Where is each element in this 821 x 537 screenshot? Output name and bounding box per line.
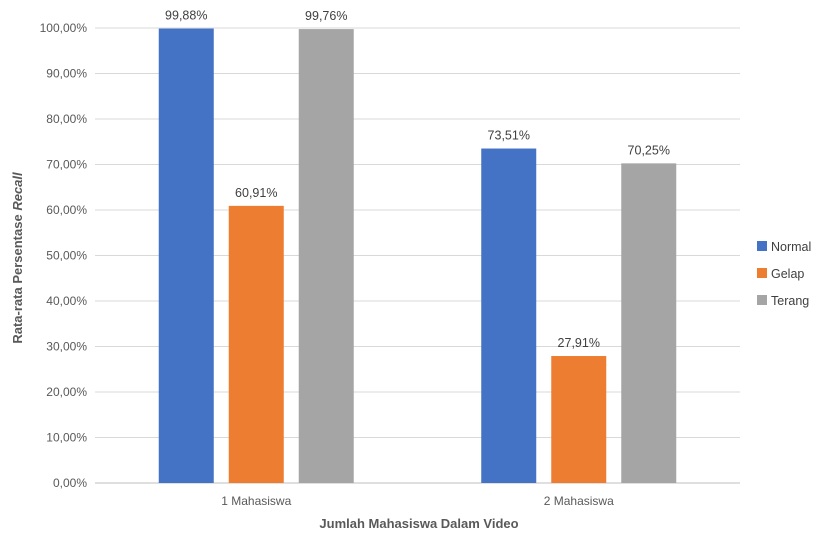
y-tick-label: 0,00%	[53, 476, 87, 490]
x-tick-label: 1 Mahasiswa	[221, 494, 291, 508]
y-tick-label: 40,00%	[46, 294, 87, 308]
y-tick-label: 10,00%	[46, 431, 87, 445]
data-label: 70,25%	[628, 143, 670, 157]
bar-normal-2	[481, 148, 537, 484]
legend-swatch-normal	[757, 241, 767, 251]
legend-label-terang: Terang	[771, 294, 809, 308]
legend: Normal Gelap Terang	[757, 240, 811, 308]
bars	[158, 28, 677, 484]
data-label: 99,76%	[305, 9, 347, 23]
data-labels: 99,88% 60,91% 99,76% 73,51% 27,91% 70,25%	[165, 9, 670, 350]
data-label: 99,88%	[165, 9, 207, 23]
y-tick-label: 20,00%	[46, 385, 87, 399]
legend-swatch-gelap	[757, 268, 767, 278]
bar-normal-1	[158, 28, 214, 484]
legend-label-gelap: Gelap	[771, 267, 804, 281]
data-label: 27,91%	[558, 336, 600, 350]
legend-label-normal: Normal	[771, 240, 811, 254]
y-tick-label: 90,00%	[46, 67, 87, 81]
y-axis-ticks: 0,00% 10,00% 20,00% 30,00% 40,00% 50,00% 60,00…	[40, 21, 88, 490]
x-tick-label: 2 Mahasiswa	[544, 494, 614, 508]
x-axis-title: Jumlah Mahasiswa Dalam Video	[319, 516, 518, 531]
bar-gelap-2	[551, 356, 607, 483]
y-tick-label: 30,00%	[46, 340, 87, 354]
bar-terang-1	[298, 29, 354, 483]
y-axis-title-recall: Recall	[10, 172, 25, 211]
y-tick-label: 80,00%	[46, 112, 87, 126]
data-label: 73,51%	[488, 129, 530, 143]
bar-terang-2	[621, 163, 677, 484]
y-axis-title-main: Rata-rata Persentase	[10, 211, 25, 344]
y-tick-label: 100,00%	[40, 21, 88, 35]
y-axis-title: Rata-rata Persentase Recall	[10, 172, 25, 344]
y-tick-label: 60,00%	[46, 203, 87, 217]
y-tick-label: 50,00%	[46, 249, 87, 263]
x-axis-ticks: 1 Mahasiswa 2 Mahasiswa	[221, 494, 614, 508]
legend-swatch-terang	[757, 295, 767, 305]
bar-gelap-1	[228, 205, 284, 483]
data-label: 60,91%	[235, 186, 277, 200]
y-tick-label: 70,00%	[46, 158, 87, 172]
